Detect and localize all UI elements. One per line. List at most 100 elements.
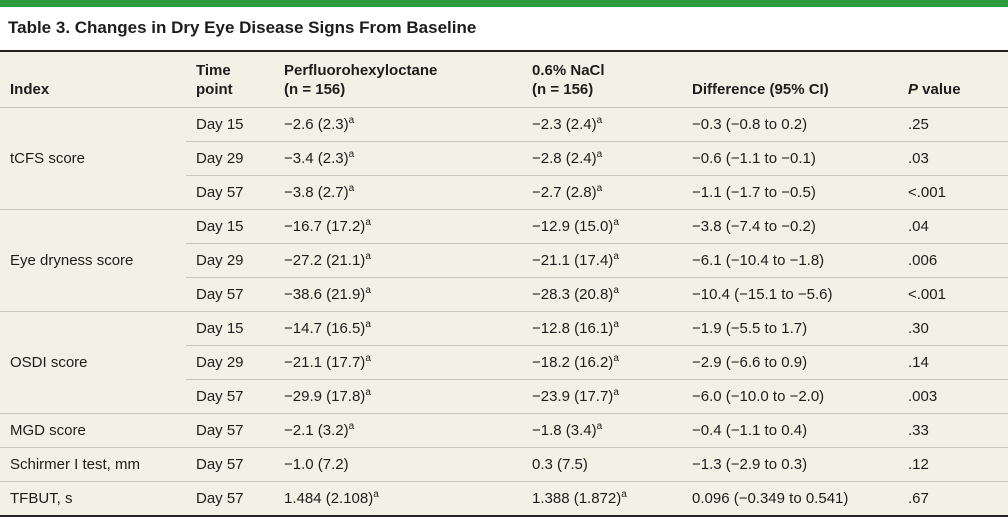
footnote-marker: a (373, 489, 379, 500)
nacl-value-cell: −21.1 (17.4)a (522, 243, 682, 278)
time-point-cell: Day 15 (186, 209, 274, 244)
time-point-cell: Day 29 (186, 243, 274, 278)
footnote-marker: a (348, 149, 355, 160)
time-point-cell: Day 57 (186, 447, 274, 482)
time-point-cell: Day 29 (186, 141, 274, 176)
table-row: Day 29 −21.1 (17.7)a −18.2 (16.2)a −2.9 (−6… (0, 345, 1008, 380)
table-row: Day 29 −3.4 (2.3)a −2.8 (2.4)a −0.6 (−1.1 t… (0, 141, 1008, 176)
nacl-value-cell: −12.8 (16.1)a (522, 311, 682, 346)
difference-cell: −2.9 (−6.6 to 0.9) (682, 345, 898, 380)
column-header-difference: Difference (95% CI) (682, 51, 898, 108)
index-cell: OSDI score (0, 311, 186, 414)
p-value-cell: .04 (898, 209, 1008, 244)
p-value-cell: .25 (898, 107, 1008, 142)
data-table: Index Time point Perfluorohexyloctane (n = 1… (0, 50, 1008, 517)
table-row: OSDI score Day 15 −14.7 (16.5)a −12.8 (16.1… (0, 311, 1008, 414)
difference-cell: −10.4 (−15.1 to −5.6) (682, 277, 898, 312)
nacl-value-cell: −2.8 (2.4)a (522, 141, 682, 176)
column-header-pfhx: Perfluorohexyloctane (n = 156) (274, 51, 522, 108)
pfhx-value-cell: −2.1 (3.2)a (274, 413, 522, 448)
footnote-marker: a (613, 387, 619, 398)
pfhx-value-cell: −3.8 (2.7)a (274, 175, 522, 210)
index-cell: Schirmer I test, mm (0, 447, 186, 482)
p-value-cell: .12 (898, 447, 1008, 482)
footnote-marker: a (365, 251, 371, 262)
table-body: tCFS score Day 15 −2.6 (2.3)a −2.3 (2.4)a −0… (0, 107, 1008, 516)
footnote-marker: a (613, 285, 619, 296)
pfhx-value-cell: −3.4 (2.3)a (274, 141, 522, 176)
pfhx-value-cell: −14.7 (16.5)a (274, 311, 522, 346)
nacl-value-cell: −23.9 (17.7)a (522, 379, 682, 414)
p-value-cell: .30 (898, 311, 1008, 346)
table-row: Day 57 −29.9 (17.8)a −23.9 (17.7)a −6.0 (−1… (0, 379, 1008, 414)
footnote-marker: a (348, 183, 355, 194)
nacl-value-cell: 1.388 (1.872)a (522, 481, 682, 516)
index-cell: tCFS score (0, 107, 186, 210)
footnote-marker: a (365, 285, 371, 296)
pfhx-value-cell: −16.7 (17.2)a (274, 209, 522, 244)
p-value-cell: .006 (898, 243, 1008, 278)
footnote-marker: a (365, 319, 371, 330)
nacl-value-cell: −2.7 (2.8)a (522, 175, 682, 210)
footnote-marker: a (621, 489, 627, 500)
footnote-marker: a (613, 217, 619, 228)
difference-cell: 0.096 (−0.349 to 0.541) (682, 481, 898, 516)
time-point-cell: Day 57 (186, 175, 274, 210)
footnote-marker: a (613, 251, 619, 262)
footnote-marker: a (348, 115, 355, 126)
nacl-value-cell: −1.8 (3.4)a (522, 413, 682, 448)
p-value-cell: .14 (898, 345, 1008, 380)
footnote-marker: a (348, 421, 355, 432)
index-cell: TFBUT, s (0, 481, 186, 516)
difference-cell: −1.3 (−2.9 to 0.3) (682, 447, 898, 482)
pfhx-value-cell: −1.0 (7.2) (274, 447, 522, 482)
time-point-cell: Day 15 (186, 107, 274, 142)
difference-cell: −0.6 (−1.1 to −0.1) (682, 141, 898, 176)
index-cell: Eye dryness score (0, 209, 186, 312)
nacl-value-cell: −28.3 (20.8)a (522, 277, 682, 312)
column-header-p-value: P value (898, 51, 1008, 108)
footnote-marker: a (596, 115, 603, 126)
nacl-value-cell: −18.2 (16.2)a (522, 345, 682, 380)
difference-cell: −3.8 (−7.4 to −0.2) (682, 209, 898, 244)
pfhx-value-cell: −21.1 (17.7)a (274, 345, 522, 380)
accent-bar (0, 0, 1008, 7)
column-header-nacl: 0.6% NaCl (n = 156) (522, 51, 682, 108)
column-header-time-point: Time point (186, 51, 274, 108)
table-row: Day 29 −27.2 (21.1)a −21.1 (17.4)a −6.1 (−1… (0, 243, 1008, 278)
difference-cell: −6.0 (−10.0 to −2.0) (682, 379, 898, 414)
footnote-marker: a (613, 353, 619, 364)
p-value-cell: .33 (898, 413, 1008, 448)
p-value-cell: <.001 (898, 277, 1008, 312)
table-row: Eye dryness score Day 15 −16.7 (17.2)a −12.… (0, 209, 1008, 312)
time-point-cell: Day 57 (186, 413, 274, 448)
footnote-marker: a (365, 353, 371, 364)
column-header-index: Index (0, 51, 186, 108)
footnote-marker: a (596, 183, 603, 194)
footnote-marker: a (365, 387, 371, 398)
pfhx-value-cell: −29.9 (17.8)a (274, 379, 522, 414)
table-row: tCFS score Day 15 −2.6 (2.3)a −2.3 (2.4)a −0… (0, 107, 1008, 210)
time-point-cell: Day 29 (186, 345, 274, 380)
difference-cell: −0.3 (−0.8 to 0.2) (682, 107, 898, 142)
p-value-cell: <.001 (898, 175, 1008, 210)
table-row: Schirmer I test, mm Day 57 −1.0 (7.2) 0.3 (… (0, 447, 1008, 482)
footnote-marker: a (596, 421, 603, 432)
pfhx-value-cell: −38.6 (21.9)a (274, 277, 522, 312)
footnote-marker: a (596, 149, 603, 160)
p-value-cell: .03 (898, 141, 1008, 176)
footnote-marker: a (613, 319, 619, 330)
p-value-cell: .003 (898, 379, 1008, 414)
nacl-value-cell: −12.9 (15.0)a (522, 209, 682, 244)
pfhx-value-cell: −27.2 (21.1)a (274, 243, 522, 278)
pfhx-value-cell: 1.484 (2.108)a (274, 481, 522, 516)
table-header-row: Index Time point Perfluorohexyloctane (n = 1… (0, 51, 1008, 108)
difference-cell: −1.9 (−5.5 to 1.7) (682, 311, 898, 346)
time-point-cell: Day 15 (186, 311, 274, 346)
table-row: TFBUT, s Day 57 1.484 (2.108)a 1.388 (1.872… (0, 481, 1008, 516)
time-point-cell: Day 57 (186, 277, 274, 312)
nacl-value-cell: 0.3 (7.5) (522, 447, 682, 482)
table-row: MGD score Day 57 −2.1 (3.2)a −1.8 (3.4)a −0.… (0, 413, 1008, 448)
p-value-cell: .67 (898, 481, 1008, 516)
